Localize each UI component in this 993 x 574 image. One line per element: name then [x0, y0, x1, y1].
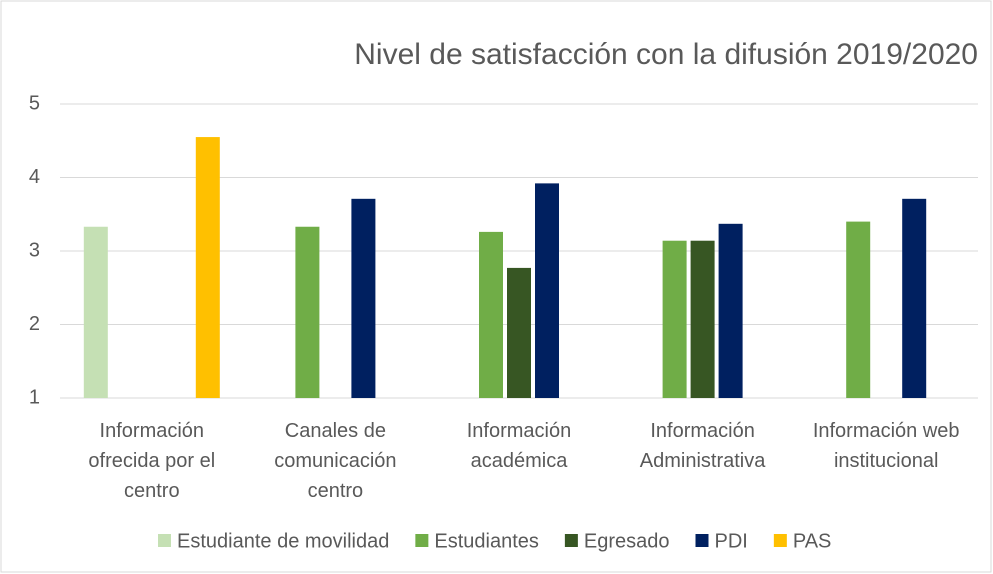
legend-label: PAS — [793, 530, 832, 552]
bar — [195, 137, 220, 398]
bar — [83, 226, 108, 398]
bar — [902, 198, 927, 398]
bar — [662, 240, 687, 398]
legend-swatch — [158, 534, 171, 547]
x-tick-label: Canales de comunicación centro — [274, 420, 396, 502]
bar — [535, 183, 559, 398]
legend-label: Egresado — [584, 530, 670, 552]
bar — [718, 223, 743, 398]
y-tick-label: 3 — [29, 239, 40, 261]
chart-title: Nivel de satisfacción con la difusión 20… — [354, 38, 978, 71]
bar — [479, 231, 503, 398]
x-tick-label: Información web institucional — [813, 420, 960, 472]
bar — [351, 198, 376, 398]
y-tick-label: 1 — [29, 386, 40, 408]
legend-label: PDI — [715, 530, 748, 552]
y-tick-label: 4 — [29, 166, 40, 188]
legend-label: Estudiantes — [434, 530, 539, 552]
x-tick-label: Información Administrativa — [640, 420, 766, 472]
bar — [846, 221, 871, 398]
y-tick-label: 2 — [29, 313, 40, 335]
legend-swatch — [564, 534, 578, 547]
legend-swatch — [773, 534, 787, 547]
x-tick-label: Información ofrecida por el centro — [88, 420, 215, 502]
y-tick-label: 5 — [29, 92, 40, 114]
legend-label: Estudiante de movilidad — [177, 530, 389, 552]
legend-swatch — [695, 534, 709, 547]
bar — [295, 226, 320, 398]
bar — [507, 267, 531, 398]
x-tick-label: Información académica — [467, 420, 572, 472]
legend-swatch — [415, 534, 429, 547]
bar — [690, 240, 715, 398]
